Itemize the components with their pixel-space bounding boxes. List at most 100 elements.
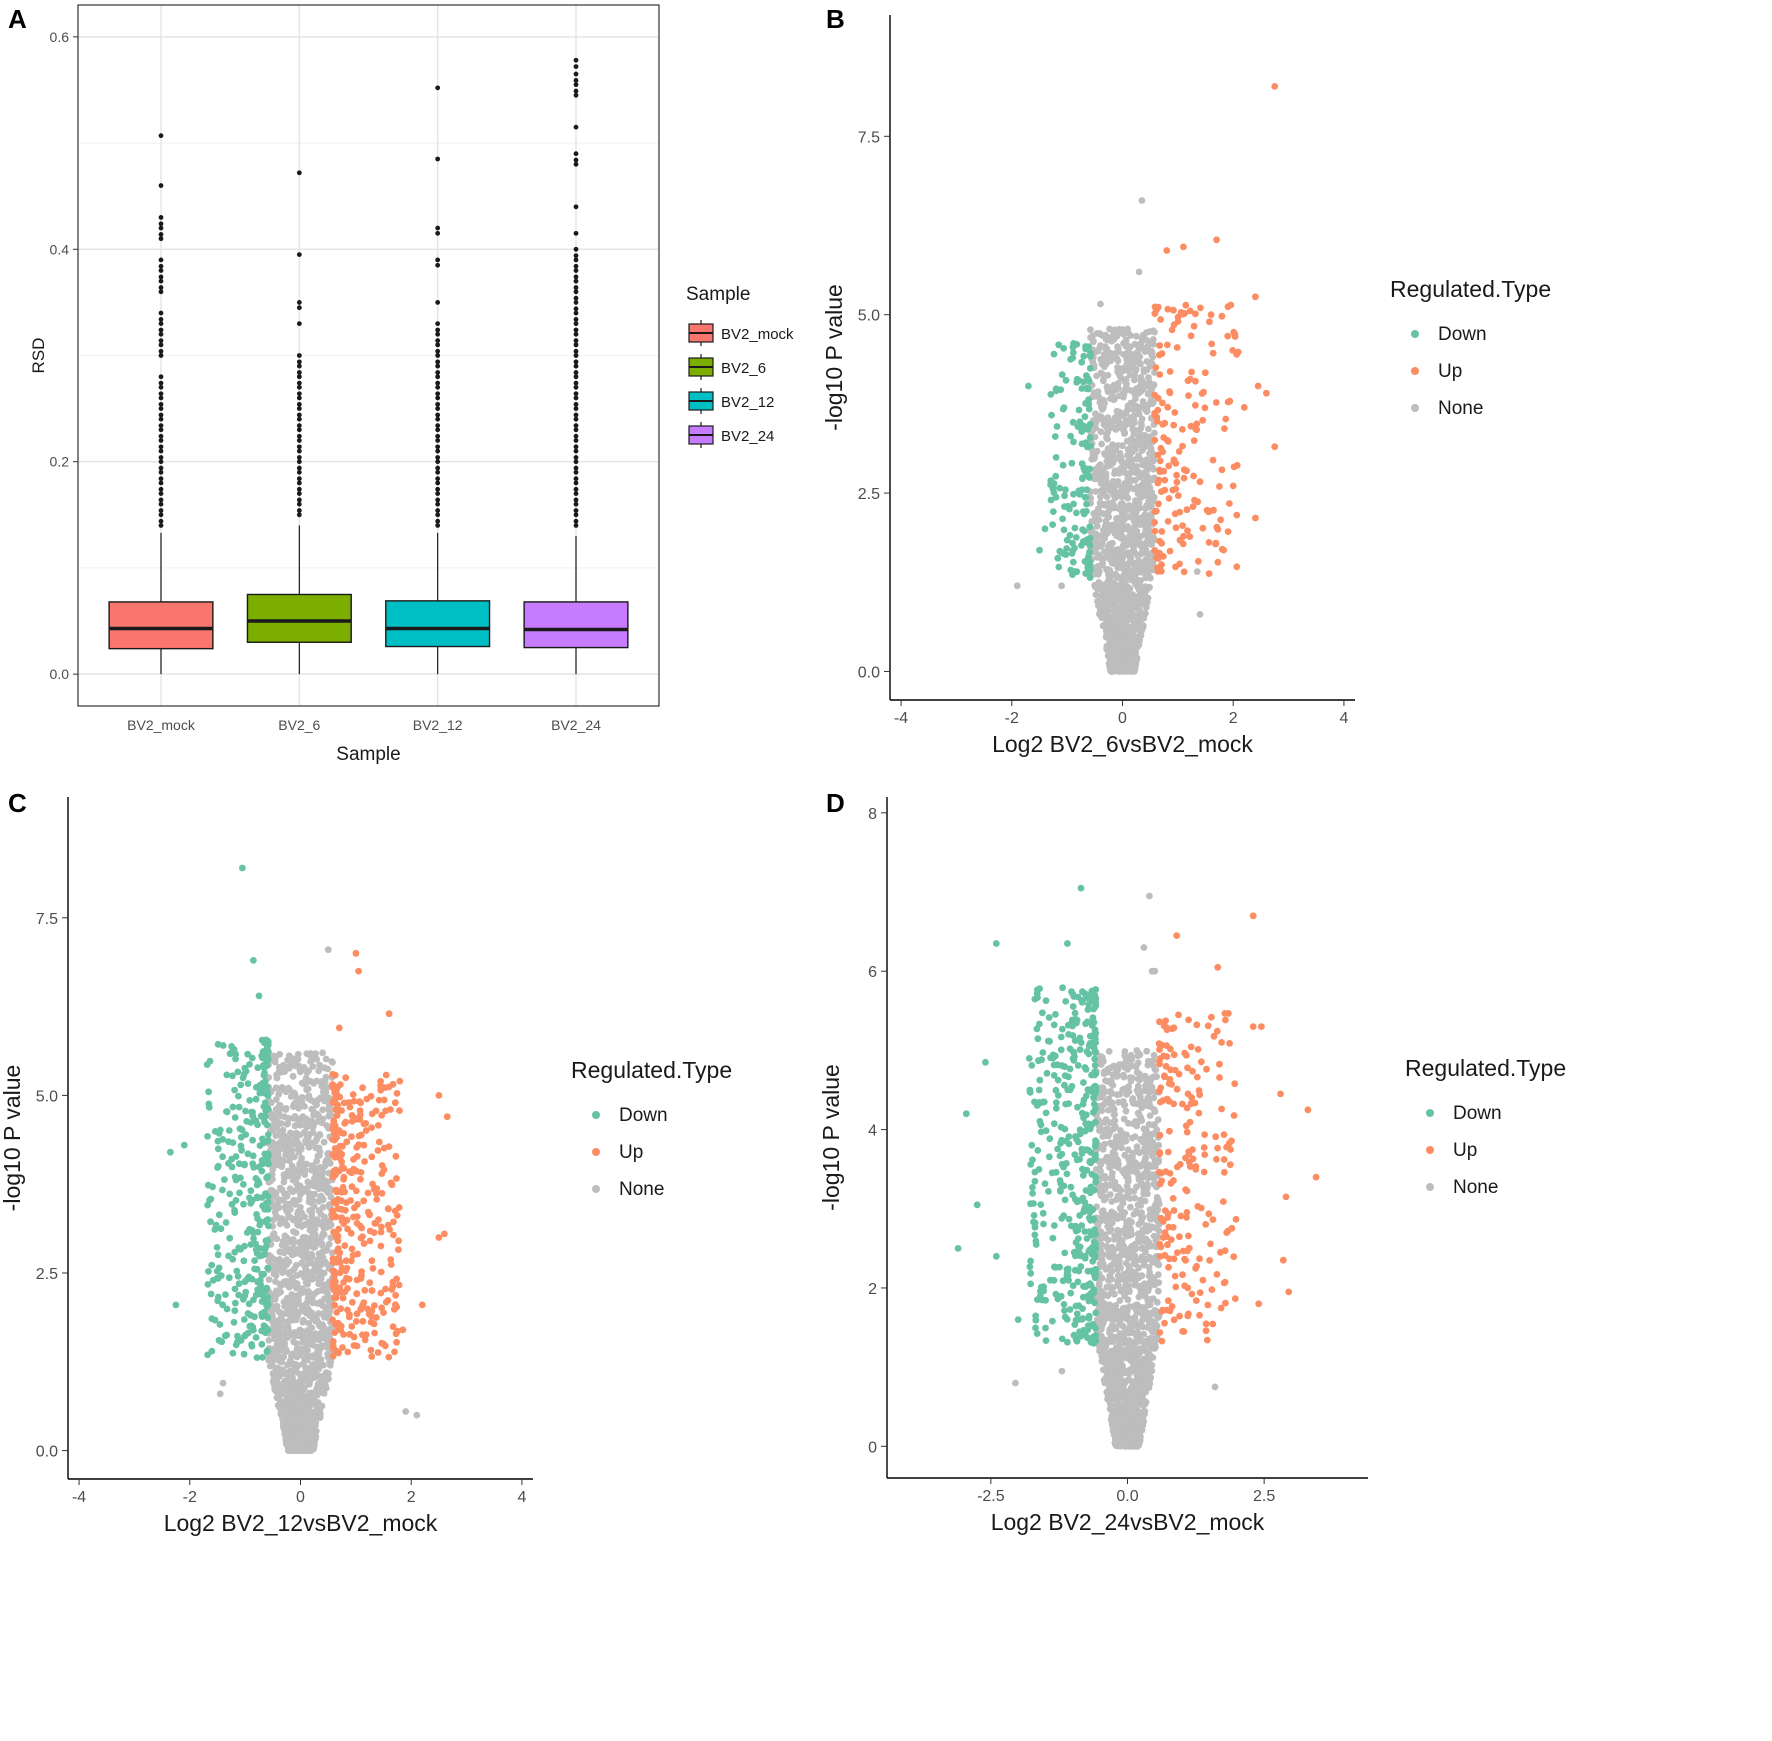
point-none: [301, 1355, 308, 1362]
point-up: [380, 1340, 387, 1348]
point-up: [1174, 492, 1182, 499]
point-none: [1111, 599, 1118, 607]
point-none: [1151, 1108, 1159, 1115]
point-none: [295, 1207, 303, 1215]
outlier-point: [573, 278, 579, 284]
outlier-point: [435, 262, 441, 268]
outlier-point: [158, 465, 164, 471]
x-axis-title: Log2 BV2_12vsBV2_mock: [164, 1510, 438, 1536]
point-up: [339, 1142, 346, 1150]
point-down: [261, 1218, 269, 1226]
point-none: [303, 1364, 311, 1372]
legend-title: Sample: [686, 284, 750, 305]
point-none: [1127, 399, 1135, 407]
outlier-point: [435, 85, 441, 91]
point-none: [1139, 434, 1146, 442]
point-none: [285, 1269, 292, 1276]
point-up: [1166, 368, 1174, 375]
box-body: [246, 593, 352, 643]
outlier-point: [573, 88, 579, 94]
point-none: [1113, 407, 1121, 415]
point-none: [266, 1362, 274, 1370]
point-up: [1189, 503, 1197, 510]
x-tick-label: 0: [1118, 710, 1127, 727]
point-none: [279, 1218, 287, 1226]
outlier-point: [158, 523, 164, 528]
point-none: [1119, 600, 1127, 607]
x-tick-label: -4: [894, 710, 908, 727]
point-none: [1091, 509, 1098, 517]
outlier-point: [435, 299, 441, 305]
point-down: [1086, 542, 1094, 549]
panel-letter-b: B: [826, 4, 845, 34]
legend-item-label: BV2_mock: [721, 326, 794, 343]
point-up: [329, 1210, 337, 1218]
point-none: [1134, 1052, 1142, 1060]
point-up: [1151, 412, 1159, 419]
point-up: [1158, 561, 1165, 569]
point-none: [1108, 619, 1115, 626]
point-none: [1121, 628, 1129, 636]
point-up: [375, 1096, 383, 1104]
point-down: [264, 1137, 272, 1145]
point-down: [264, 1264, 272, 1272]
point-down: [261, 1202, 269, 1210]
box-BV2_24: [523, 57, 629, 675]
outlier-point: [435, 427, 441, 433]
outlier-point: [296, 508, 302, 513]
outlier-point: [435, 384, 441, 390]
point-down: [1060, 345, 1068, 352]
point-none: [316, 1410, 324, 1417]
point-none: [1133, 612, 1141, 620]
point-down: [240, 1071, 248, 1078]
point-none: [1145, 378, 1153, 386]
point-down: [172, 1301, 180, 1309]
point-up: [1170, 457, 1178, 465]
outlier-point: [573, 253, 579, 259]
point-none: [324, 1371, 332, 1379]
point-none: [1131, 477, 1139, 484]
point-up: [393, 1175, 400, 1182]
outlier-point: [435, 523, 441, 528]
point-down: [1079, 508, 1087, 515]
point-none: [1148, 350, 1156, 357]
point-none: [1120, 552, 1128, 559]
outlier-point: [573, 497, 579, 503]
point-down: [1047, 496, 1055, 504]
point-up: [337, 1305, 345, 1313]
point-up: [1184, 527, 1191, 535]
outlier-point: [573, 78, 579, 83]
point-up: [334, 1205, 342, 1213]
point-none: [265, 1337, 273, 1344]
outlier-point: [573, 342, 579, 348]
point-none: [277, 1370, 285, 1378]
point-up: [389, 1323, 397, 1331]
outlier-point: [573, 289, 579, 295]
point-none: [1108, 630, 1116, 638]
point-up: [353, 1144, 361, 1151]
point-none: [1142, 574, 1150, 582]
point-up: [371, 1219, 379, 1227]
point-down: [235, 1291, 243, 1299]
point-none: [317, 1210, 325, 1218]
point-none: [294, 1095, 301, 1102]
point-down: [1086, 465, 1094, 473]
point-up: [1199, 524, 1207, 532]
point-up: [367, 1346, 375, 1354]
panel-letter-d: D: [826, 788, 845, 818]
point-none: [1131, 511, 1139, 519]
point-none: [1121, 645, 1129, 653]
outlier-point: [435, 423, 441, 428]
point-none: [301, 1429, 308, 1436]
point-up: [348, 1245, 356, 1253]
point-none: [1140, 368, 1148, 376]
point-up: [336, 1284, 344, 1291]
outlier-point: [158, 508, 164, 513]
point-down: [236, 1189, 243, 1197]
point-none: [1107, 652, 1115, 660]
point-none: [289, 1377, 297, 1384]
point-none: [1127, 555, 1135, 562]
outlier-point: [158, 232, 164, 237]
point-up: [378, 1223, 385, 1231]
point-up: [369, 1180, 376, 1188]
